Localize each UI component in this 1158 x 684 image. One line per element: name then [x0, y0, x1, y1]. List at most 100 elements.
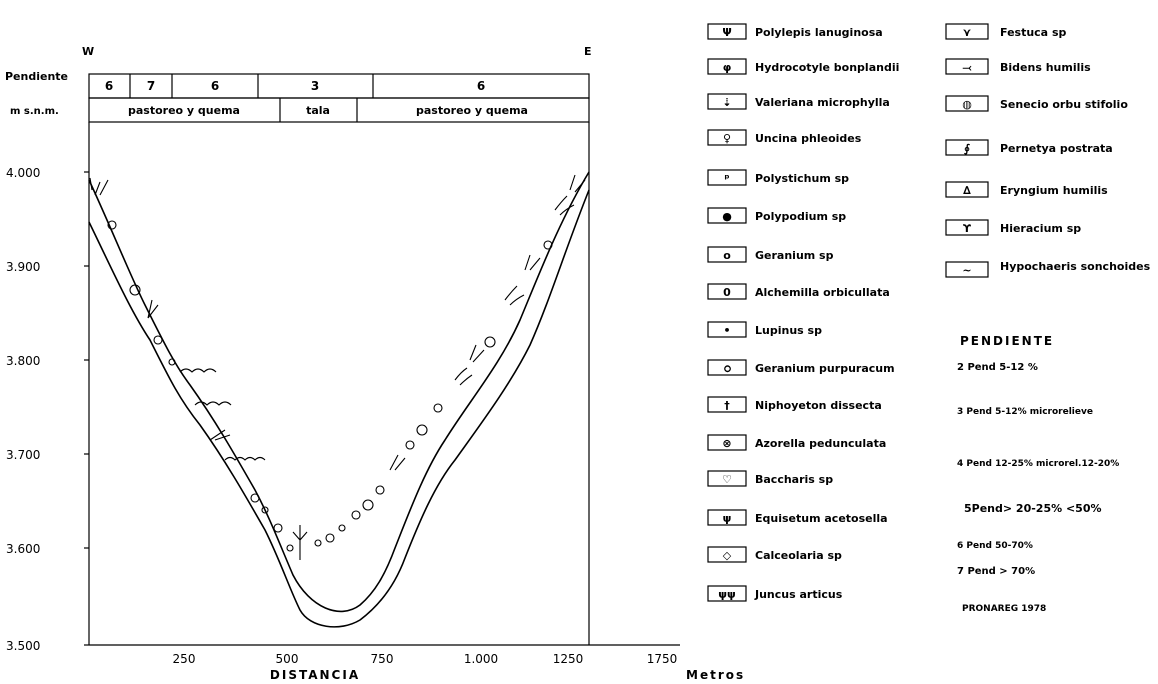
legend-item-juncus-articus: ψψ Juncus articus	[707, 585, 843, 602]
legend-item-polylepis-lanuginosa: Ψ Polylepis lanuginosa	[707, 23, 883, 40]
y-tick-label: 3.900	[6, 260, 40, 274]
pendiente-source: PRONAREG 1978	[962, 604, 1046, 614]
legend-item-polypodium-sp: ● Polypodium sp	[707, 207, 846, 224]
legend-label: Bidens humilis	[1000, 61, 1091, 74]
legend-label: Valeriana microphylla	[755, 96, 890, 109]
pendiente-item: 5Pend> 20-25% <50%	[964, 502, 1102, 515]
legend-column-2: ⋎ Festuca sp ⤙ Bidens humilis ◍ Senecio orb…	[945, 23, 1151, 278]
pendiente-row-label: Pendiente	[5, 70, 68, 83]
pendiente-item: 7 Pend > 70%	[957, 566, 1035, 577]
legend-column-1: Ψ Polylepis lanuginosa φ Hydrocotyle bonpl…	[707, 23, 899, 602]
slope-cell: 6	[105, 79, 113, 93]
calceolaria-symbol-icon: ◇	[723, 549, 732, 562]
legend-label: Pernetya postrata	[1000, 142, 1113, 155]
senecio-symbol-icon: ◍	[962, 98, 972, 111]
legend-item-geranium-sp: o Geranium sp	[707, 246, 834, 263]
bidens-symbol-icon: ⤙	[963, 61, 972, 74]
legend-item-hieracium-sp: ϒ Hieracium sp	[945, 219, 1081, 236]
legend-label: Festuca sp	[1000, 26, 1066, 39]
legend-item-lupinus-sp: • Lupinus sp	[707, 321, 822, 338]
legend-item-baccharis-sp: ♡ Baccharis sp	[707, 470, 833, 487]
slope-cell: 6	[211, 79, 219, 93]
legend-label: Calceolaria sp	[755, 549, 842, 562]
x-axis-unit: Metros	[686, 668, 745, 682]
pernetya-symbol-icon: ∮	[964, 142, 970, 155]
legend-item-niphoyeton-dissecta: † Niphoyeton dissecta	[707, 396, 882, 413]
geranium-symbol-icon: o	[723, 249, 731, 262]
geranium-purpuracum-symbol-icon: ഠ	[723, 362, 731, 375]
legend-label: Hieracium sp	[1000, 222, 1081, 235]
legend-label: Senecio orbu stifolio	[1000, 98, 1128, 111]
x-tick-label: 250	[173, 652, 196, 666]
polylepis-symbol-icon: Ψ	[722, 26, 731, 39]
x-axis-title: DISTANCIA	[270, 668, 360, 682]
legend-label: Polystichum sp	[755, 172, 849, 185]
y-tick-label: 3.700	[6, 448, 40, 462]
header-table	[88, 73, 590, 123]
legend-item-geranium-purpuracum: ഠ Geranium purpuracum	[707, 359, 895, 376]
legend-label: Equisetum acetosella	[755, 512, 888, 525]
x-tick-label: 500	[276, 652, 299, 666]
axes	[84, 122, 680, 646]
y-tick-label: 3.800	[6, 354, 40, 368]
juncus-symbol-icon: ψψ	[718, 588, 735, 601]
equisetum-symbol-icon: ψ	[723, 512, 732, 525]
legend-label: Azorella pedunculata	[755, 437, 886, 450]
legend-item-calceolaria-sp: ◇ Calceolaria sp	[707, 546, 842, 563]
legend-label: Juncus articus	[754, 588, 843, 601]
festuca-symbol-icon: ⋎	[963, 26, 972, 39]
pendiente-item: 6 Pend 50-70%	[957, 541, 1033, 551]
pendiente-title: PENDIENTE	[960, 334, 1054, 348]
legend-item-senecio-orbu-stifolio: ◍ Senecio orbu stifolio	[945, 95, 1128, 112]
polypodium-symbol-icon: ●	[722, 210, 732, 223]
polystichum-symbol-icon: ᵖ	[724, 172, 729, 185]
legend-item-uncina-phleoides: ♀ Uncina phleoides	[707, 129, 862, 146]
niphoyeton-symbol-icon: †	[724, 399, 730, 412]
y-tick-label: 3.500	[6, 639, 40, 653]
y-tick-label: 3.600	[6, 542, 40, 556]
legend-label: Uncina phleoides	[755, 132, 862, 145]
azorella-symbol-icon: ⊗	[722, 437, 731, 450]
eryngium-symbol-icon: ∆	[963, 184, 971, 197]
legend-label: Alchemilla orbicullata	[755, 286, 890, 299]
legend-item-alchemilla-orbicullata: 0 Alchemilla orbicullata	[707, 283, 890, 300]
uncina-symbol-icon: ♀	[723, 132, 731, 145]
hydrocotyle-symbol-icon: φ	[723, 61, 732, 74]
east-label: E	[584, 45, 592, 58]
use-cell: pastoreo y quema	[128, 104, 240, 117]
baccharis-symbol-icon: ♡	[722, 473, 732, 486]
x-tick-label: 1250	[553, 652, 584, 666]
legend-item-eryngium-humilis: ∆ Eryngium humilis	[945, 181, 1108, 198]
legend-item-hydrocotyle-bonplandii: φ Hydrocotyle bonplandii	[707, 58, 899, 75]
legend-label: Polypodium sp	[755, 210, 846, 223]
lupinus-symbol-icon: •	[723, 324, 730, 337]
x-tick-label: 1.000	[464, 652, 498, 666]
msnm-row-label: m s.n.m.	[10, 106, 59, 117]
legend-label: Hypochaeris sonchoides	[1000, 260, 1151, 273]
alchemilla-symbol-icon: 0	[723, 286, 731, 299]
legend-item-bidens-humilis: ⤙ Bidens humilis	[945, 58, 1091, 75]
slope-cell: 3	[311, 79, 319, 93]
vegetation-symbols	[89, 174, 586, 560]
pendiente-item: 3 Pend 5-12% microrelieve	[957, 407, 1093, 417]
legend-label: Geranium purpuracum	[755, 362, 895, 375]
legend-label: Lupinus sp	[755, 324, 822, 337]
pendiente-item: 2 Pend 5-12 %	[957, 362, 1038, 373]
legend-item-equisetum-acetosella: ψ Equisetum acetosella	[707, 509, 888, 526]
legend-label: Polylepis lanuginosa	[755, 26, 883, 39]
hieracium-symbol-icon: ϒ	[963, 222, 972, 235]
legend-item-valeriana-microphylla: ⇣ Valeriana microphylla	[707, 93, 890, 110]
x-tick-label: 750	[371, 652, 394, 666]
legend-item-polystichum-sp: ᵖ Polystichum sp	[707, 169, 849, 186]
hypochaeris-symbol-icon: ~	[962, 264, 971, 277]
legend-label: Eryngium humilis	[1000, 184, 1108, 197]
valeriana-symbol-icon: ⇣	[722, 96, 731, 109]
legend-item-festuca-sp: ⋎ Festuca sp	[945, 23, 1066, 40]
legend-label: Geranium sp	[755, 249, 834, 262]
pendiente-item: 4 Pend 12-25% microrel.12-20%	[957, 459, 1119, 469]
use-cell: pastoreo y quema	[416, 104, 528, 117]
y-tick-label: 4.000	[6, 166, 40, 180]
legend-item-pernetya-postrata: ∮ Pernetya postrata	[945, 139, 1113, 156]
legend-label: Niphoyeton dissecta	[755, 399, 882, 412]
